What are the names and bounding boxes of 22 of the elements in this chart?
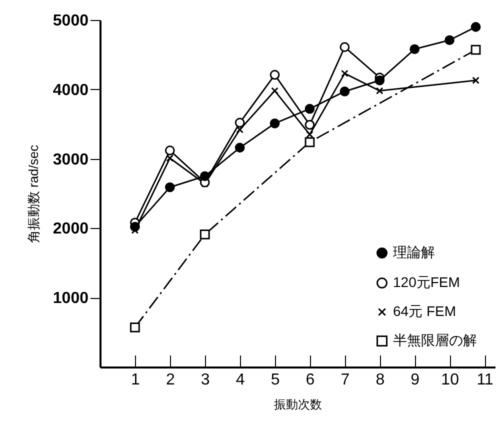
legend-label: 半無限層の解 — [393, 332, 477, 348]
x-tick-label: 6 — [306, 372, 315, 388]
x-tick-label: 3 — [200, 372, 210, 388]
x-tick-label: 2 — [166, 372, 175, 388]
x-tick-label: 4 — [236, 372, 245, 388]
y-axis-title: 角振動数 rad/sec — [26, 144, 41, 244]
y-tick-label: 2000 — [52, 220, 89, 238]
x-tick-label: 1 — [131, 372, 140, 388]
x-tick-label: 5 — [270, 372, 280, 388]
legend-label: 理論解 — [393, 244, 435, 260]
legend-label: 64元 FEM — [393, 303, 456, 319]
x-tick-label: 8 — [376, 372, 385, 388]
x-tick-label: 11 — [476, 372, 494, 388]
x-tick-label: 7 — [340, 372, 350, 388]
y-tick-label: 1000 — [52, 290, 89, 308]
legend-label: 120元FEM — [393, 274, 460, 290]
x-tick-label: 9 — [410, 372, 420, 388]
x-tick-label: 10 — [441, 372, 460, 388]
y-tick-label: 3000 — [52, 151, 89, 168]
x-axis-title: 振動次数 — [274, 398, 322, 412]
y-tick-label: 5000 — [52, 12, 89, 30]
y-tick-label: 4000 — [52, 82, 89, 99]
